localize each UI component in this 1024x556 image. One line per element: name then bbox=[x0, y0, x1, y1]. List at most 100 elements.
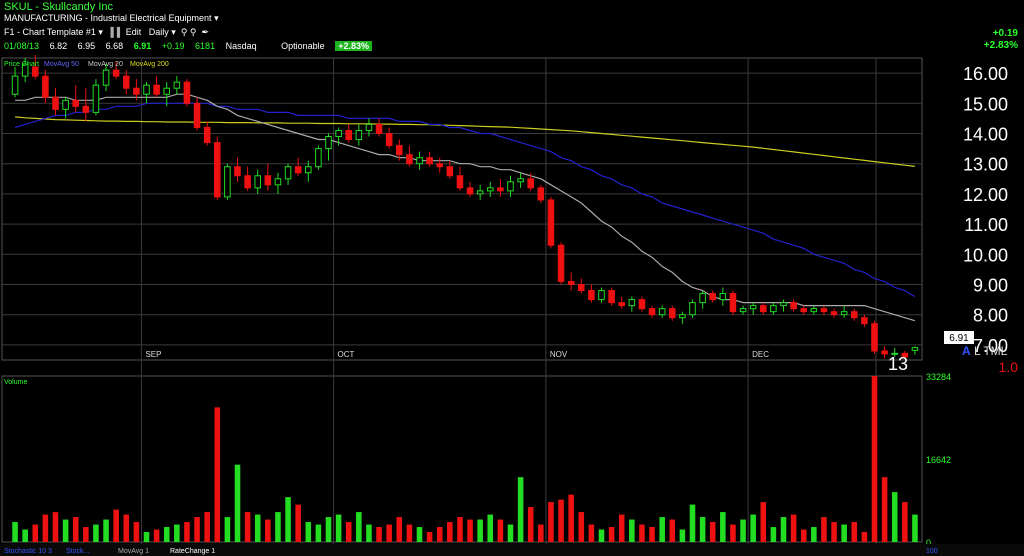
volume-bar bbox=[902, 502, 908, 542]
volume-bar bbox=[800, 529, 807, 542]
candle bbox=[790, 302, 797, 310]
volume-bar bbox=[912, 514, 918, 542]
price-tick-label: 14.00 bbox=[963, 125, 1008, 145]
chevron-down-icon[interactable]: ▾ bbox=[214, 13, 219, 23]
candle bbox=[527, 178, 535, 189]
volume-bar bbox=[315, 524, 322, 542]
period-label: Daily bbox=[148, 27, 169, 37]
ma200-line bbox=[15, 116, 915, 167]
candle bbox=[112, 69, 120, 77]
candle bbox=[385, 133, 393, 147]
candle bbox=[294, 166, 302, 174]
edit-button[interactable]: Edit bbox=[125, 27, 142, 37]
volume-bar bbox=[730, 524, 736, 542]
candle bbox=[668, 308, 676, 319]
candle bbox=[547, 199, 555, 246]
price-tick-label: 16.00 bbox=[963, 64, 1008, 84]
industry-label: MANUFACTURING - Industrial Electrical Eq… bbox=[4, 13, 212, 23]
candle bbox=[770, 305, 777, 313]
candle bbox=[213, 142, 221, 198]
ma20-line bbox=[15, 93, 916, 322]
bar-chart-icon[interactable]: ▌▌ bbox=[110, 27, 124, 37]
volume-bar bbox=[517, 477, 524, 542]
candle bbox=[618, 302, 626, 307]
quote-low: 6.68 bbox=[105, 41, 124, 51]
candle bbox=[679, 314, 686, 319]
volume-bar bbox=[720, 512, 726, 542]
status-item[interactable]: Stochastic 10 3 bbox=[4, 548, 52, 555]
volume-bar bbox=[760, 502, 767, 542]
candle bbox=[739, 308, 747, 313]
badge-a-letter: A bbox=[962, 344, 971, 358]
candle bbox=[92, 84, 100, 113]
candle bbox=[810, 308, 818, 313]
price-tag-box bbox=[944, 331, 974, 344]
candle bbox=[729, 293, 737, 313]
volume-bar bbox=[881, 477, 888, 542]
status-item[interactable]: MovAvg 1 bbox=[118, 548, 149, 555]
candle bbox=[133, 87, 140, 95]
candle bbox=[517, 178, 524, 183]
volume-bar bbox=[841, 524, 847, 542]
quote-date: 01/08/13 bbox=[4, 41, 40, 51]
month-label: OCT bbox=[338, 350, 355, 359]
volume-bar bbox=[325, 517, 332, 542]
candle bbox=[234, 166, 241, 177]
candle bbox=[861, 317, 868, 325]
volume-bar bbox=[356, 512, 362, 542]
candle bbox=[598, 290, 605, 301]
symbol-title[interactable]: SKUL - Skullcandy Inc bbox=[4, 1, 114, 13]
candle bbox=[416, 157, 423, 165]
volume-bar bbox=[83, 527, 89, 542]
price-tick-label: 9.00 bbox=[973, 276, 1008, 296]
volume-bar bbox=[295, 504, 301, 542]
volume-bar bbox=[487, 514, 494, 542]
candle bbox=[608, 290, 615, 304]
right-change-pct: +2.83% bbox=[983, 40, 1018, 51]
template-label: F1 - Chart Template #1 bbox=[4, 27, 96, 37]
volume-bar bbox=[811, 527, 817, 542]
candle bbox=[648, 308, 656, 316]
volume-bar bbox=[669, 519, 676, 542]
candle bbox=[62, 99, 69, 110]
volume-bar bbox=[507, 524, 514, 542]
zoom-out-icon[interactable]: ⚲ bbox=[189, 27, 197, 37]
ma20-legend: MovAvg 20 bbox=[88, 61, 123, 68]
candle bbox=[224, 166, 231, 198]
price-tick-label: 11.00 bbox=[964, 215, 1008, 235]
status-item[interactable]: RateChange 1 bbox=[170, 548, 215, 555]
volume-bar bbox=[497, 519, 504, 542]
candle bbox=[193, 102, 201, 128]
status-item[interactable]: Stock... bbox=[66, 548, 89, 555]
volume-bar bbox=[679, 529, 686, 542]
period-selector[interactable]: Daily ▾ bbox=[148, 27, 176, 37]
zoom-in-icon[interactable]: ⚲ bbox=[180, 27, 188, 37]
candle bbox=[304, 166, 312, 174]
volume-bar bbox=[335, 514, 342, 542]
template-selector[interactable]: F1 - Chart Template #1 ▾ bbox=[4, 27, 103, 37]
volume-bar bbox=[174, 524, 180, 542]
badge-count: 13 bbox=[888, 354, 908, 374]
volume-bar bbox=[608, 527, 615, 542]
candle bbox=[780, 302, 787, 307]
candle bbox=[577, 284, 585, 292]
industry-selector[interactable]: MANUFACTURING - Industrial Electrical Eq… bbox=[4, 13, 219, 24]
volume-bar bbox=[467, 519, 473, 542]
price-panel-frame bbox=[1, 57, 923, 361]
candle bbox=[486, 187, 494, 192]
volume-bar bbox=[204, 512, 210, 542]
candle bbox=[244, 175, 251, 189]
volume-bar bbox=[22, 529, 28, 542]
volume-bar bbox=[406, 524, 413, 542]
volume-bar bbox=[871, 376, 878, 542]
candle bbox=[264, 175, 272, 186]
draw-line-icon[interactable]: ✒ bbox=[201, 27, 210, 37]
volume-bar bbox=[851, 522, 858, 542]
candle bbox=[759, 305, 767, 313]
volume-bar bbox=[386, 524, 392, 542]
volume-bar bbox=[254, 514, 261, 542]
month-label: SEP bbox=[145, 350, 161, 359]
volume-bar bbox=[527, 507, 534, 542]
volume-bar bbox=[750, 514, 756, 542]
